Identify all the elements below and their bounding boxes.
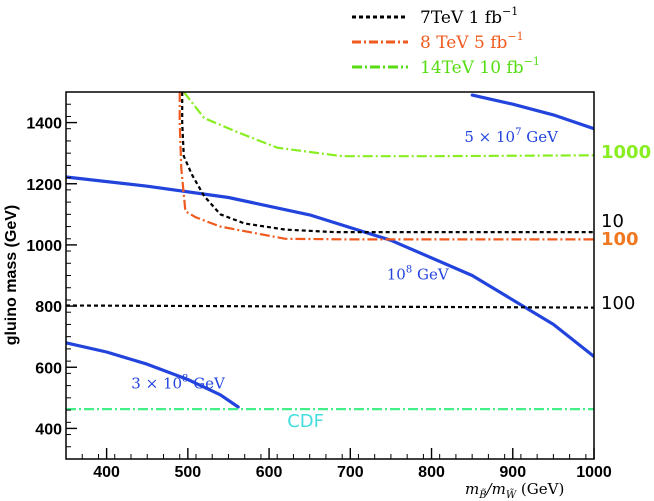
legend-label-exponent: −1	[502, 5, 518, 18]
label-3e8-exponent: 8	[182, 373, 188, 384]
y-tick-label: 800	[35, 299, 62, 316]
edge-100-black: 100	[601, 293, 635, 314]
legend-label-3: 14TeV 10 fb−1	[420, 55, 540, 78]
label-3e8: 3 × 108 GeV	[131, 373, 226, 392]
plot-area	[66, 92, 594, 411]
edge-1000: 1000	[601, 142, 651, 163]
x-axis-label-main: m	[465, 480, 479, 498]
x-axis-label-slash: /m	[485, 480, 506, 498]
label-3e8-text: 3 × 10	[131, 374, 182, 392]
legend-label-2: 8 TeV 5 fb−1	[420, 30, 524, 53]
series-lifetime-5e7	[470, 93, 594, 131]
x-tick-label: 500	[174, 464, 201, 481]
y-tick-label: 1000	[26, 238, 62, 255]
axis-ticks: 400 500 600 700 800 900 1000 400 600 800 1000 1200 1…	[26, 91, 612, 481]
y-axis-label: gluino mass (GeV)	[3, 205, 20, 345]
edge-100-orange: 100	[601, 229, 639, 250]
y-tick-label: 1200	[26, 177, 62, 194]
x-tick-label: 1000	[576, 464, 612, 481]
series-14tev-contour	[182, 92, 594, 158]
label-1e8-unit: GeV	[412, 265, 450, 283]
legend-label-1: 7TeV 1 fb−1	[420, 5, 518, 28]
legend-label-exponent: −1	[524, 55, 540, 68]
legend-label-text: 8 TeV 5 fb	[420, 33, 507, 53]
label-cdf-text: CDF	[287, 411, 324, 432]
series-7tev-level-100	[66, 304, 594, 309]
y-tick-label: 400	[35, 421, 62, 438]
series-8tev-contour	[178, 92, 594, 241]
x-tick-label: 800	[418, 464, 445, 481]
label-5e7-unit: GeV	[521, 128, 559, 146]
legend-label-text: 7TeV 1 fb	[420, 8, 502, 28]
label-1e8: 108 GeV	[387, 264, 450, 283]
label-5e7-text: 5 × 10	[464, 128, 515, 146]
series-lifetime-3e8	[66, 341, 240, 409]
x-axis-label-sub-bino: B̃	[478, 489, 486, 501]
series-7tev-contour	[181, 92, 594, 234]
series-lifetime-1e8	[66, 175, 594, 359]
x-tick-label: 600	[256, 464, 283, 481]
x-axis-label-unit: (GeV)	[516, 480, 564, 498]
y-tick-label: 600	[35, 360, 62, 377]
label-cdf: CDF	[287, 411, 324, 432]
x-axis-label-sub-wino: W̃	[506, 489, 517, 501]
label-1e8-text: 10	[387, 265, 406, 283]
label-5e7: 5 × 107 GeV	[464, 127, 559, 146]
legend-label-text: 14TeV 10 fb	[420, 58, 524, 78]
x-tick-label: 700	[337, 464, 364, 481]
legend-label-exponent: −1	[507, 30, 523, 43]
label-3e8-unit: GeV	[188, 374, 226, 392]
x-axis-label: mB̃/mW̃ (GeV)	[465, 480, 564, 501]
label-5e7-exponent: 7	[515, 127, 521, 138]
edge-10: 10	[601, 211, 624, 232]
y-tick-label: 1400	[26, 116, 62, 133]
x-tick-label: 400	[93, 464, 120, 481]
label-1e8-exponent: 8	[406, 264, 412, 275]
plot-frame	[65, 91, 595, 460]
x-tick-label: 900	[499, 464, 526, 481]
